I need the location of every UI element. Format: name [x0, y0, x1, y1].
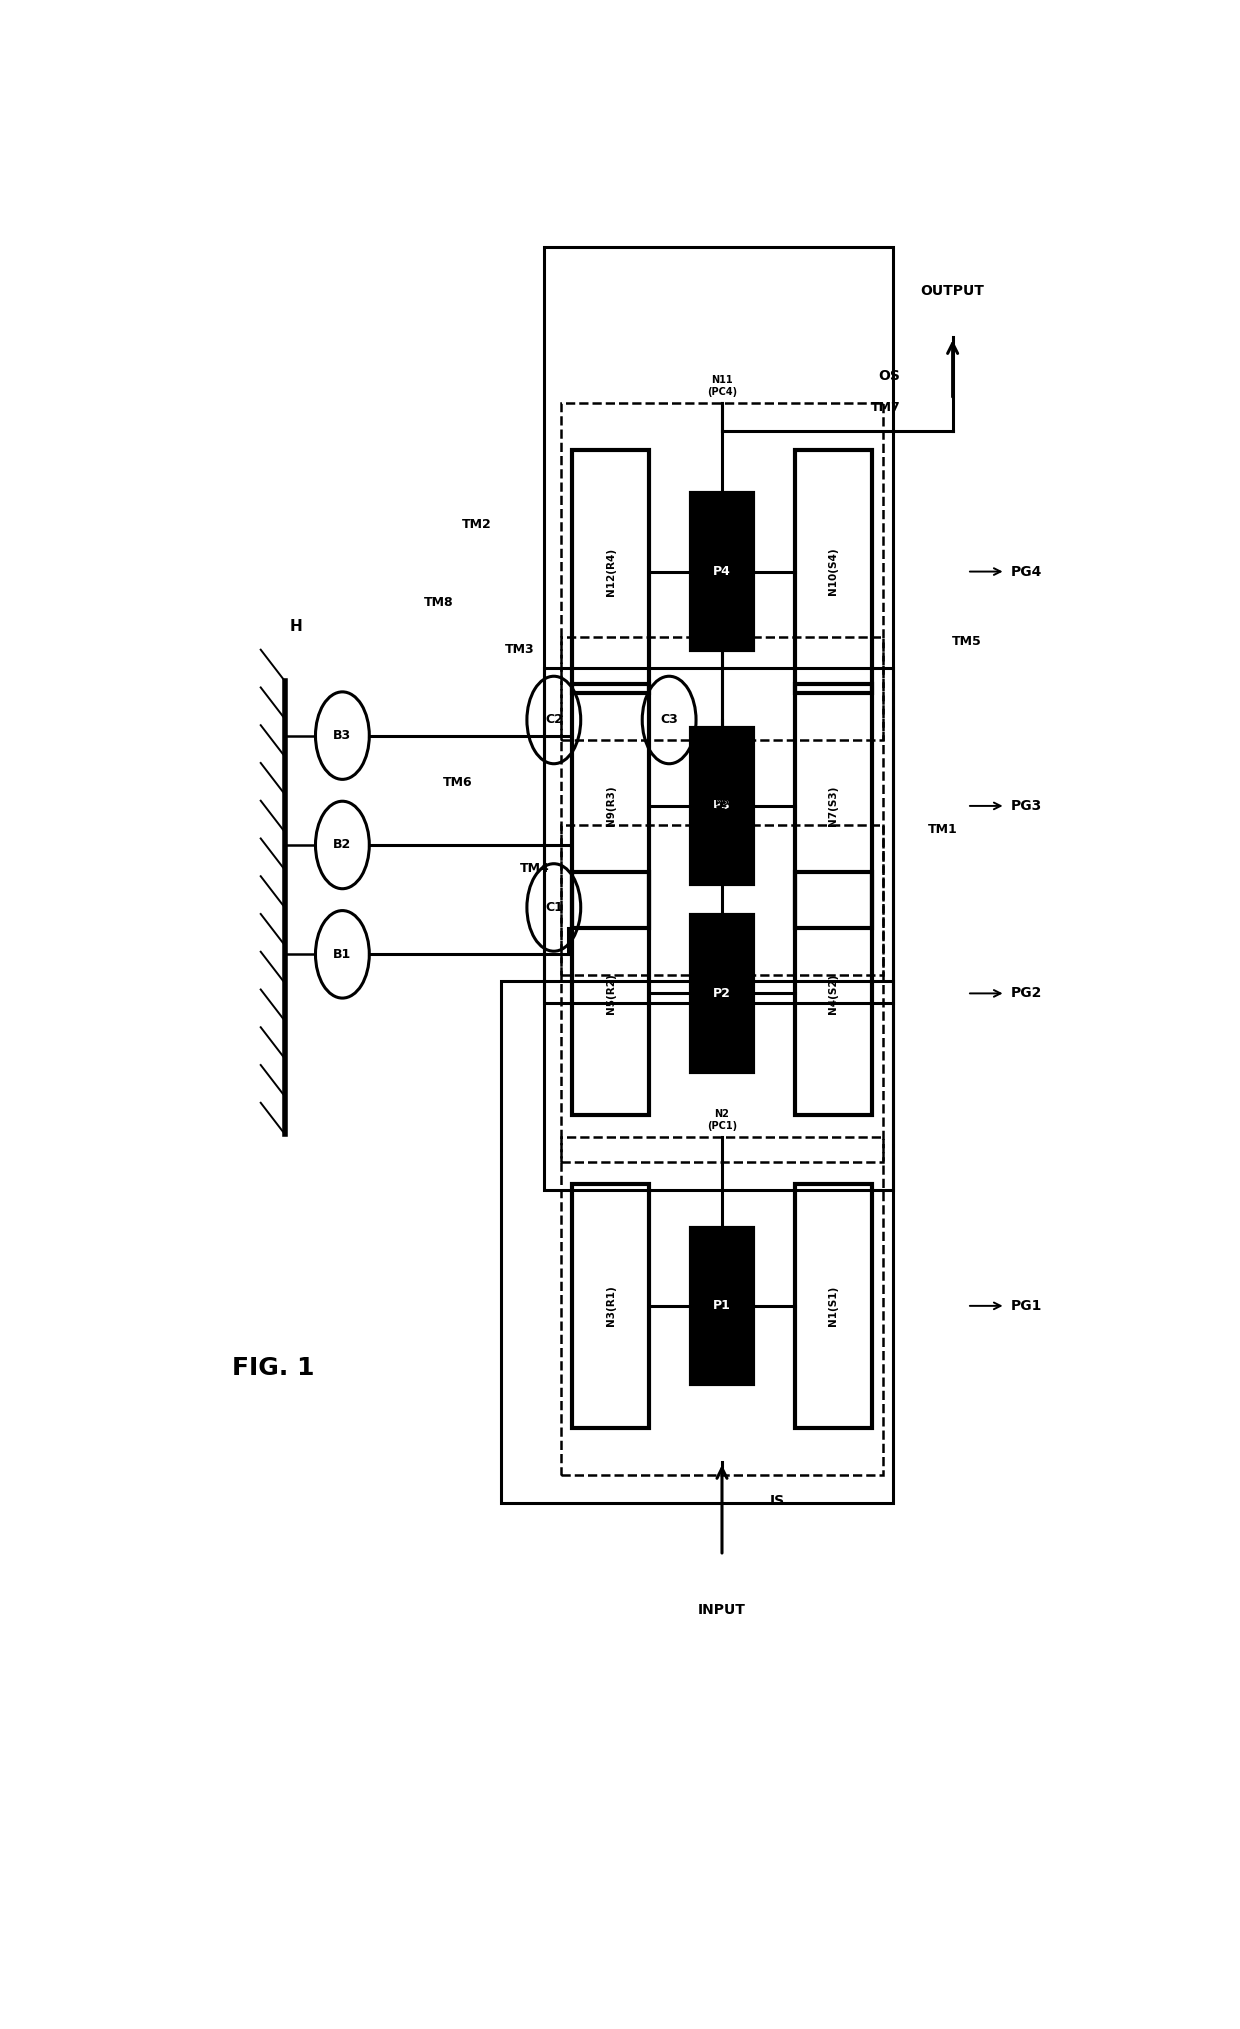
- Text: H: H: [290, 619, 303, 633]
- Text: P2: P2: [713, 986, 730, 1000]
- Bar: [560, 824, 883, 1163]
- Text: P3: P3: [713, 799, 730, 812]
- Text: N4(S2): N4(S2): [828, 974, 838, 1014]
- Text: IS: IS: [770, 1493, 785, 1508]
- Bar: [572, 872, 649, 1116]
- Bar: [691, 493, 753, 649]
- Text: C3: C3: [660, 714, 678, 726]
- Text: N11
(PC4): N11 (PC4): [707, 375, 737, 396]
- Bar: [795, 1185, 872, 1428]
- Text: TM7: TM7: [870, 402, 900, 414]
- Text: N8
(PC3): N8 (PC3): [707, 609, 737, 631]
- Text: PG1: PG1: [1011, 1299, 1042, 1313]
- Text: TM6: TM6: [443, 775, 472, 789]
- Text: N10(S4): N10(S4): [828, 548, 838, 594]
- Text: TM3: TM3: [506, 643, 534, 655]
- Bar: [691, 1228, 753, 1384]
- Bar: [544, 668, 893, 1191]
- Text: B3: B3: [334, 728, 351, 743]
- Bar: [795, 684, 872, 927]
- Text: N9(R3): N9(R3): [605, 785, 615, 826]
- Text: N1(S1): N1(S1): [828, 1286, 838, 1327]
- Bar: [501, 980, 893, 1503]
- Bar: [691, 728, 753, 885]
- Text: P4: P4: [713, 564, 730, 578]
- Text: B2: B2: [334, 838, 351, 852]
- Bar: [572, 1185, 649, 1428]
- Text: B1: B1: [334, 948, 351, 962]
- Text: TM5: TM5: [952, 635, 982, 649]
- Bar: [544, 248, 893, 1002]
- Text: TM1: TM1: [929, 824, 957, 836]
- Text: TM4: TM4: [520, 862, 549, 874]
- Text: C2: C2: [544, 714, 563, 726]
- Text: PG4: PG4: [1011, 564, 1042, 578]
- Text: TM2: TM2: [463, 517, 492, 532]
- Bar: [795, 872, 872, 1116]
- Text: N12(R4): N12(R4): [605, 548, 615, 597]
- Text: N6
(PC2): N6 (PC2): [707, 797, 737, 818]
- Text: TM8: TM8: [424, 597, 454, 609]
- Bar: [560, 1136, 883, 1475]
- Text: FIG. 1: FIG. 1: [232, 1355, 315, 1380]
- Bar: [572, 684, 649, 927]
- Text: PG3: PG3: [1011, 799, 1042, 814]
- Text: N5(R2): N5(R2): [605, 974, 615, 1014]
- Text: P1: P1: [713, 1299, 730, 1313]
- Text: PG2: PG2: [1011, 986, 1042, 1000]
- Text: OS: OS: [878, 369, 900, 383]
- Text: N7(S3): N7(S3): [828, 785, 838, 826]
- Bar: [691, 915, 753, 1071]
- Bar: [560, 404, 883, 741]
- Text: INPUT: INPUT: [698, 1603, 746, 1617]
- Text: C1: C1: [544, 901, 563, 913]
- Bar: [572, 450, 649, 694]
- Bar: [795, 450, 872, 694]
- Text: OUTPUT: OUTPUT: [920, 284, 985, 298]
- Bar: [560, 637, 883, 974]
- Text: N3(R1): N3(R1): [605, 1286, 615, 1327]
- Text: N2
(PC1): N2 (PC1): [707, 1110, 737, 1130]
